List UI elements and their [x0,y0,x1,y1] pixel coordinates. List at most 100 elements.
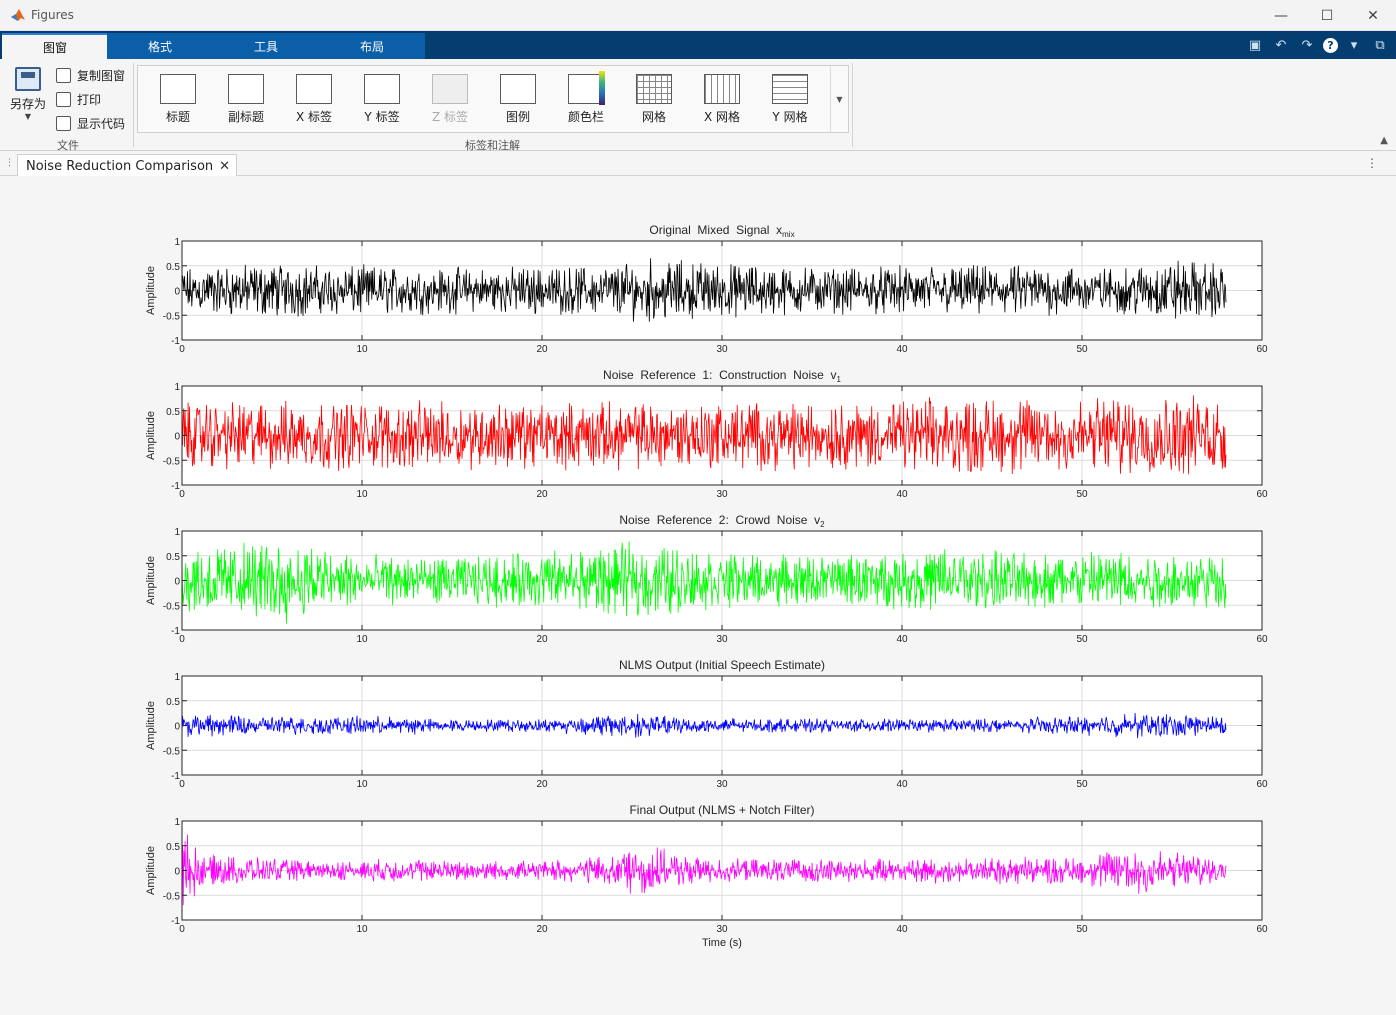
drag-handle-icon[interactable]: ⋮ [5,158,14,168]
y-tick-label: 0 [174,287,180,298]
y-tick-label: 0 [174,722,180,733]
dock-icon[interactable]: ⧉ [1375,37,1385,53]
y-tick-label: 0.5 [166,262,180,273]
x-tick-label: 0 [179,924,185,935]
xgrid-icon [704,74,740,104]
collapse-ribbon-icon[interactable]: ▲ [1380,135,1388,146]
x-tick-label: 40 [896,634,908,645]
y-tick-label: 0 [174,867,180,878]
xlabel-icon [296,74,332,104]
subplot-title: Final Output (NLMS + Notch Filter) [629,803,814,817]
x-tick-label: 20 [536,924,548,935]
xlabel-label: X 标签 [295,110,333,124]
signal-line [181,834,1227,906]
colorbar-button[interactable]: 颜色栏 [554,70,618,125]
show-code-label: 显示代码 [77,116,126,131]
subtitle-label: 副标题 [227,110,264,124]
tab-layout[interactable]: 布局 [319,33,425,59]
ribbon-tab-bar: 图窗 格式 工具 布局 ▣ ↶ ↷ ? ▾ ⧉ [0,31,1396,59]
close-tab-icon[interactable]: ✕ [219,158,231,174]
gallery-expand-button[interactable]: ▼ [830,66,848,132]
y-axis-label: Amplitude [145,266,157,315]
colorbar-icon [568,71,605,105]
colorbar-label: 颜色栏 [567,110,604,124]
annotations-gallery: 标题 副标题 X 标签 Y 标签 Z 标签 图例 颜色栏 网格 [137,65,849,133]
title-bar: Figures — ☐ ✕ [0,0,1396,31]
y-tick-label: 1 [174,527,180,538]
maximize-button[interactable]: ☐ [1320,7,1334,24]
save-as-button[interactable]: 另存为 ▼ [6,67,50,121]
subplot-title: Noise Reference 1: Construction Noise v1 [603,368,841,384]
legend-icon [500,74,536,104]
title-icon [160,74,196,104]
minimize-button[interactable]: — [1274,7,1288,24]
checkbox-icon [56,115,71,131]
ylabel-button[interactable]: Y 标签 [350,70,414,125]
subplot-3: 0 10 20 30 40 50 60 -1 -0.5 0 0.5 1 Noise Reference … [145,513,1268,645]
y-tick-label: -0.5 [163,891,181,902]
xlabel-button[interactable]: X 标签 [282,70,346,125]
copy-figure-button[interactable]: 复制图窗 [56,64,125,86]
print-button[interactable]: 打印 [56,88,101,110]
matlab-logo-icon [11,9,25,21]
legend-button[interactable]: 图例 [486,70,550,125]
copy-icon [56,67,71,83]
subtitle-button[interactable]: 副标题 [214,70,278,125]
y-tick-label: 1 [174,672,180,683]
figure-canvas: 0 10 20 30 40 50 60 -1 -0.5 0 0.5 1 Original Mixed S… [2,176,1394,1012]
x-tick-label: 50 [1076,924,1088,935]
ylabel-label: Y 标签 [364,110,400,124]
signal-line [181,395,1227,475]
xgrid-button[interactable]: X 网格 [690,70,754,125]
zlabel-button[interactable]: Z 标签 [418,70,482,125]
window-title: Figures [31,8,74,22]
legend-label: 图例 [505,110,530,124]
x-tick-label: 30 [716,779,728,790]
y-tick-label: -1 [171,481,180,492]
print-label: 打印 [77,92,102,107]
x-tick-label: 30 [716,489,728,500]
dropdown-icon[interactable]: ▾ [1350,37,1358,53]
x-tick-label: 40 [896,924,908,935]
x-tick-label: 60 [1256,489,1268,500]
close-button[interactable]: ✕ [1367,7,1379,24]
x-tick-label: 0 [179,344,185,355]
subplot-title: Noise Reference 2: Crowd Noise v2 [619,513,825,529]
help-icon[interactable]: ? [1323,37,1338,53]
x-tick-label: 20 [536,634,548,645]
chevron-down-icon: ▼ [24,112,32,121]
ygrid-button[interactable]: Y 网格 [758,70,822,125]
quick-access-toolbar: ▣ ↶ ↷ ? ▾ ⧉ [1245,35,1390,55]
more-options-icon[interactable]: ⋮ [1366,156,1378,170]
save-icon[interactable]: ▣ [1248,37,1262,53]
tab-figure[interactable]: 图窗 [2,33,108,59]
subplot-5: 0 10 20 30 40 50 60 -1 -0.5 0 0.5 1 Final Output (NL… [145,803,1268,949]
y-tick-label: 0.5 [166,842,180,853]
section-divider [852,63,853,147]
y-tick-label: -0.5 [163,746,181,757]
y-tick-label: 0.5 [166,697,180,708]
subplot-2: 0 10 20 30 40 50 60 -1 -0.5 0 0.5 1 Noise Reference … [145,368,1268,500]
y-tick-label: 1 [174,382,180,393]
grid-button[interactable]: 网格 [622,70,686,125]
y-tick-label: 0 [174,432,180,443]
y-tick-label: 0.5 [166,552,180,563]
x-tick-label: 10 [356,634,368,645]
document-tab[interactable]: Noise Reduction Comparison ✕ [17,154,238,177]
x-tick-label: 30 [716,344,728,355]
section-divider [133,63,134,147]
x-tick-label: 10 [356,924,368,935]
x-tick-label: 10 [356,489,368,500]
y-tick-label: 1 [174,237,180,248]
show-code-checkbox[interactable]: 显示代码 [56,112,125,134]
redo-icon[interactable]: ↷ [1301,37,1313,53]
tab-format[interactable]: 格式 [107,33,213,59]
xgrid-label: X 网格 [703,110,741,124]
save-as-label: 另存为 [9,97,46,111]
x-tick-label: 50 [1076,344,1088,355]
save-as-icon [15,67,41,91]
tab-tools[interactable]: 工具 [213,33,319,59]
undo-icon[interactable]: ↶ [1275,37,1287,53]
title-button[interactable]: 标题 [146,70,210,125]
